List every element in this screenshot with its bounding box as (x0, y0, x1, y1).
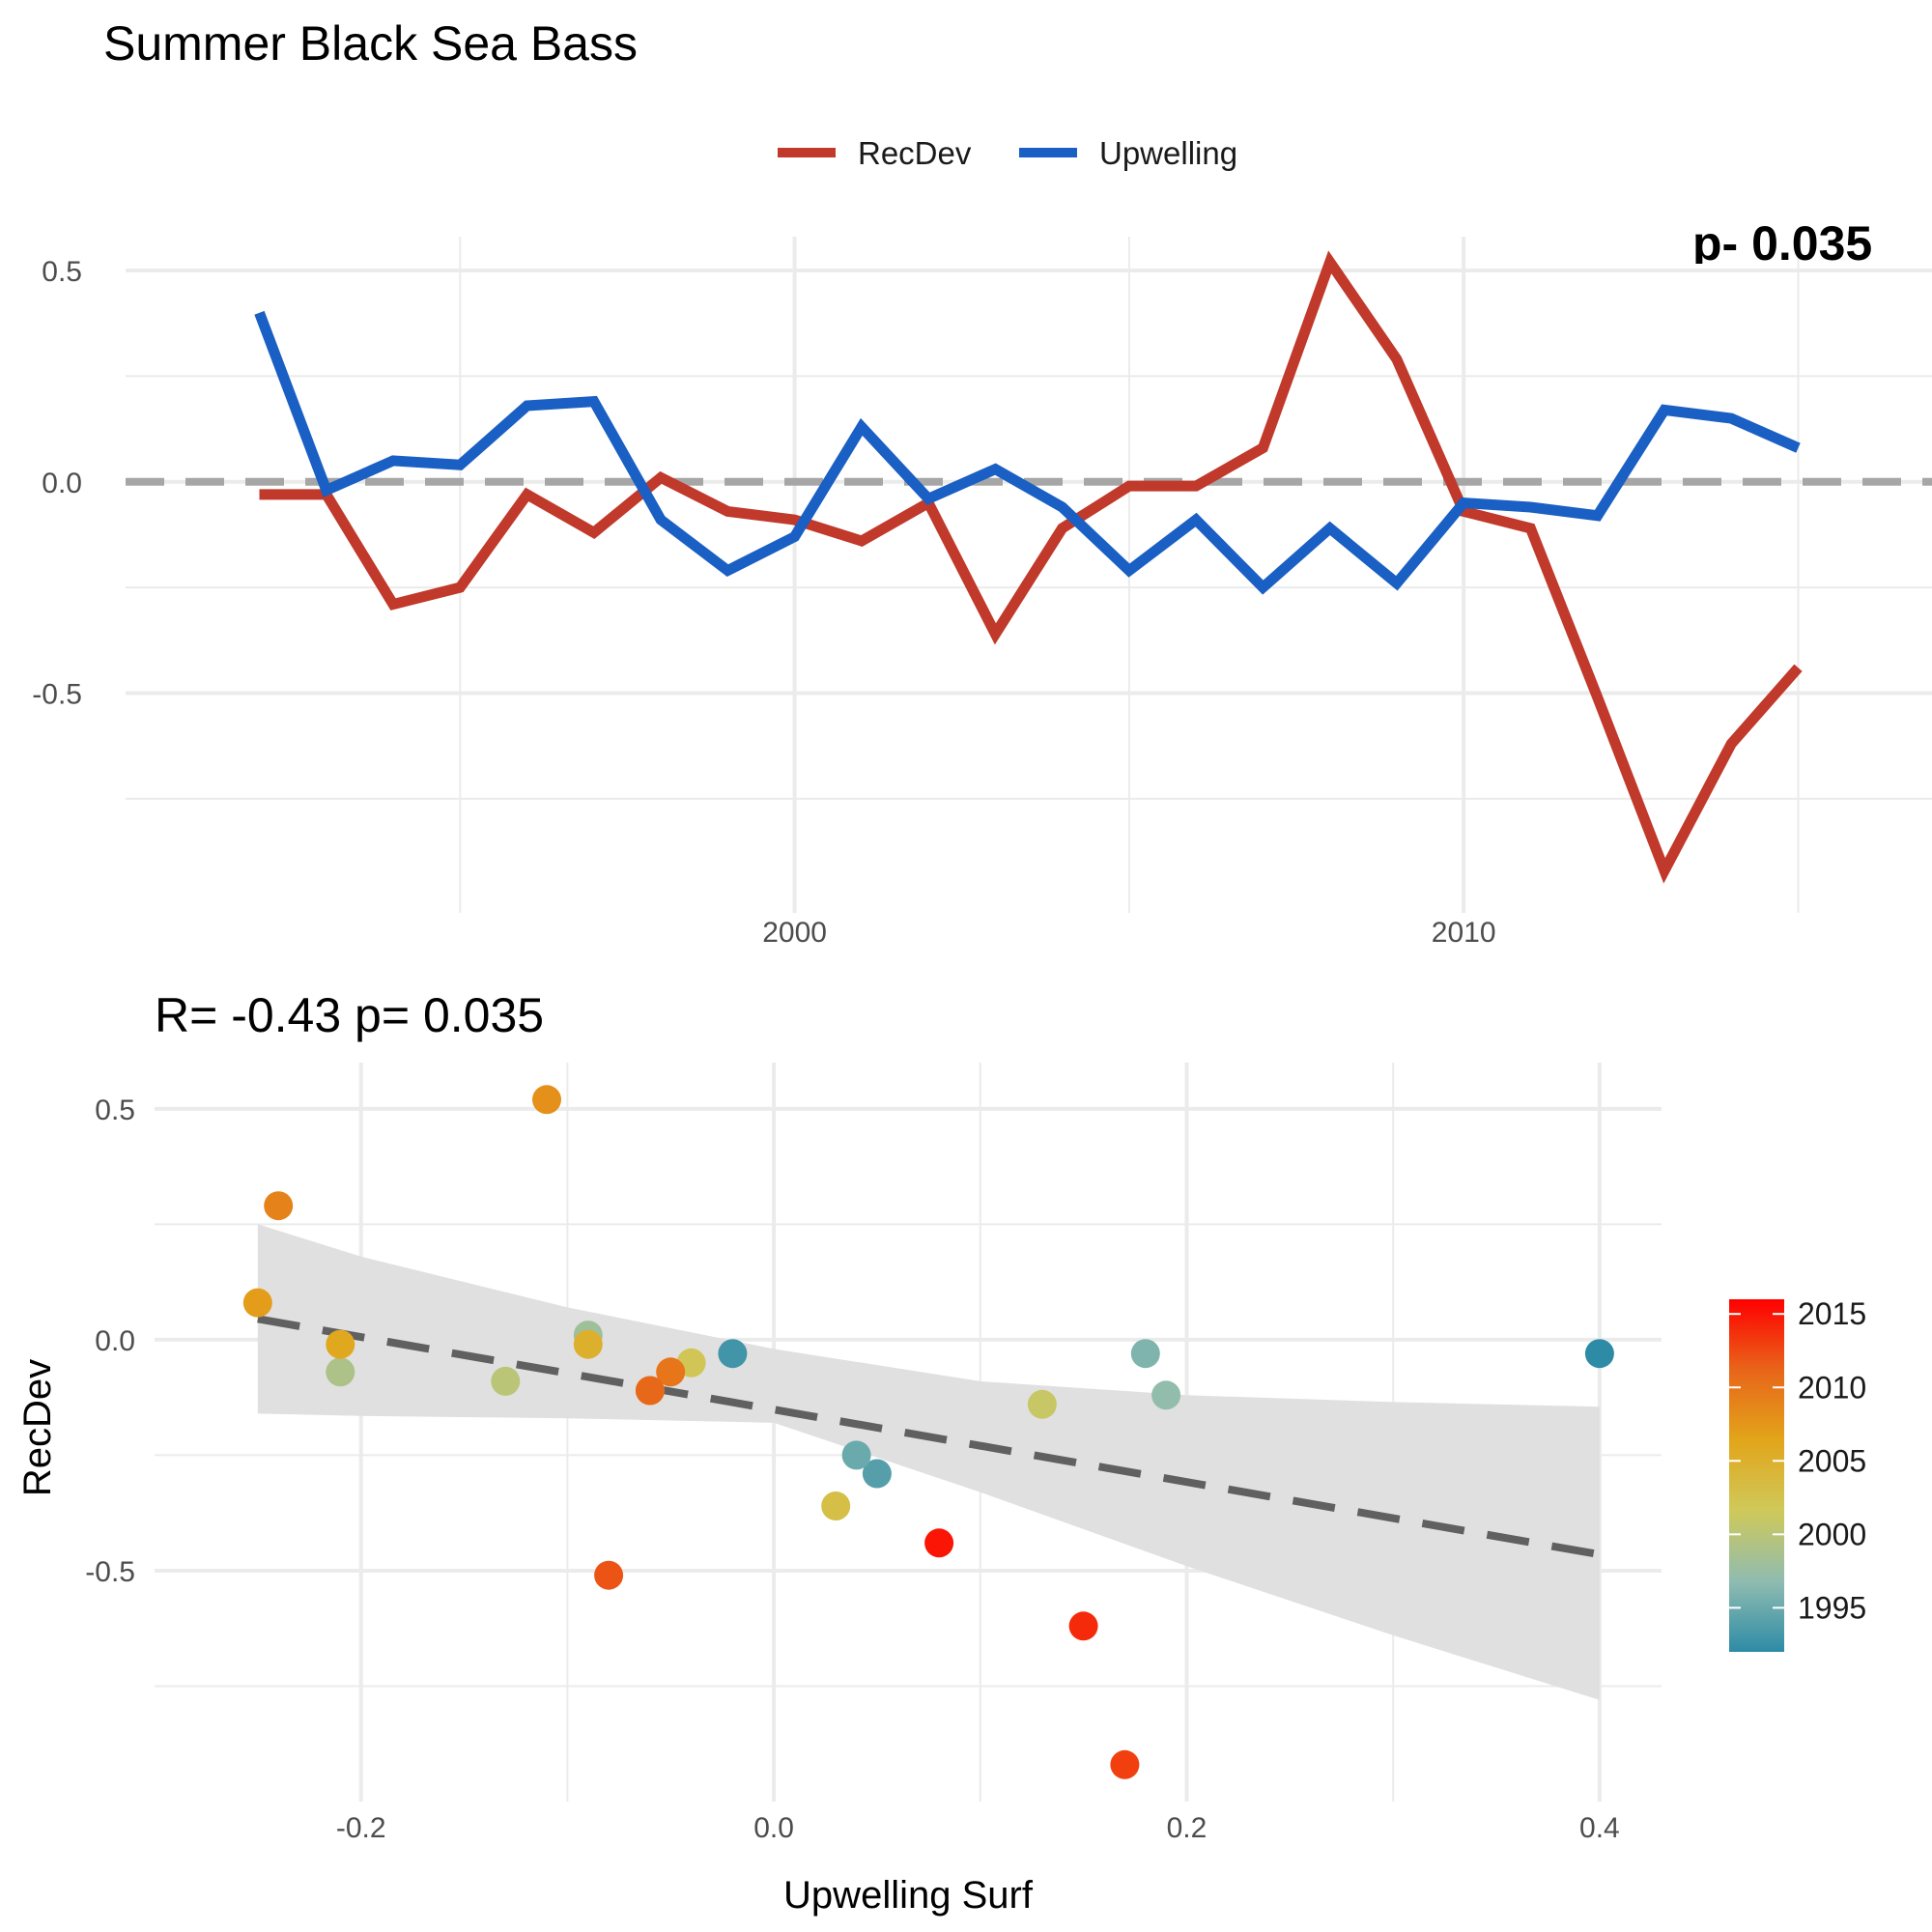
colorbar-gradient (1729, 1299, 1784, 1652)
y-tick-label: -0.5 (32, 679, 82, 711)
colorbar-tick-label: 2015 (1798, 1296, 1866, 1331)
scatter-point (326, 1357, 355, 1387)
x-tick-label: 2000 (762, 917, 827, 949)
scatter-points (242, 1085, 1614, 1779)
series-line-upwelling (254, 310, 1801, 595)
scatter-point (1151, 1380, 1181, 1410)
x-tick-label: -0.2 (336, 1812, 386, 1844)
x-axis-title: Upwelling Surf (783, 1874, 1034, 1917)
confidence-ribbon (257, 1224, 1600, 1700)
scatter-point (326, 1329, 355, 1359)
scatter-subtitle: R= -0.43 p= 0.035 (155, 988, 544, 1042)
scatter-point (573, 1329, 603, 1359)
colorbar-tick-label: 2005 (1798, 1443, 1866, 1478)
legend-label-upwelling: Upwelling (1099, 135, 1237, 171)
legend-label-recdev: RecDev (858, 135, 972, 171)
y-tick-label: 0.5 (95, 1094, 135, 1126)
colorbar-tick-label: 2000 (1798, 1517, 1866, 1551)
scatter-point (594, 1560, 624, 1590)
y-tick-label: 0.0 (95, 1325, 135, 1357)
scatter-point (862, 1459, 892, 1489)
scatter-point (1130, 1339, 1160, 1369)
scatter-panel: -0.5 0.0 0.5 -0.2 0.0 0.2 0.4 (85, 1063, 1662, 1844)
timeseries-tick-labels: -0.5 0.0 0.5 2000 2010 (32, 256, 1495, 949)
colorbar-tick-label: 2010 (1798, 1370, 1866, 1405)
colorbar-ticks: 1995 2000 2005 2010 2015 (1729, 1296, 1866, 1625)
scatter-point (1110, 1749, 1140, 1779)
scatter-point (1027, 1389, 1057, 1419)
x-tick-label: 2010 (1432, 917, 1496, 949)
scatter-point (635, 1376, 665, 1406)
scatter-point (242, 1288, 272, 1318)
scatter-point (1068, 1611, 1098, 1641)
y-tick-label: -0.5 (85, 1556, 135, 1588)
scatter-point (821, 1492, 851, 1520)
y-tick-label: 0.5 (42, 256, 82, 288)
regression-fit-line (257, 1315, 1601, 1559)
scatter-point (924, 1528, 954, 1558)
series-line-recdev (259, 250, 1803, 884)
y-axis-title: RecDev (16, 1359, 59, 1496)
timeseries-series (254, 250, 1803, 884)
scatter-point (264, 1191, 294, 1221)
scatter-point (718, 1339, 748, 1369)
x-tick-label: 0.2 (1167, 1812, 1208, 1844)
x-tick-label: 0.4 (1579, 1812, 1620, 1844)
colorbar-tick-label: 1995 (1798, 1590, 1866, 1625)
x-tick-label: 0.0 (753, 1812, 794, 1844)
scatter-point (532, 1085, 561, 1115)
chart-title: Summer Black Sea Bass (103, 16, 638, 71)
y-tick-label: 0.0 (42, 468, 82, 499)
timeseries-panel: -0.5 0.0 0.5 2000 2010 (32, 237, 1932, 949)
corner-annotation: p- 0.035 (1692, 216, 1872, 270)
scatter-point (841, 1440, 871, 1470)
colorbar: 1995 2000 2005 2010 2015 (1729, 1296, 1866, 1652)
corner-annotation-clip: p- 0.035 (1692, 216, 1872, 270)
scatter-point (1584, 1339, 1614, 1369)
scatter-point (491, 1366, 521, 1396)
legend: RecDev Upwelling (778, 135, 1237, 171)
scatter-point (656, 1357, 686, 1387)
scatter-tick-labels: -0.5 0.0 0.5 -0.2 0.0 0.2 0.4 (85, 1094, 1619, 1844)
